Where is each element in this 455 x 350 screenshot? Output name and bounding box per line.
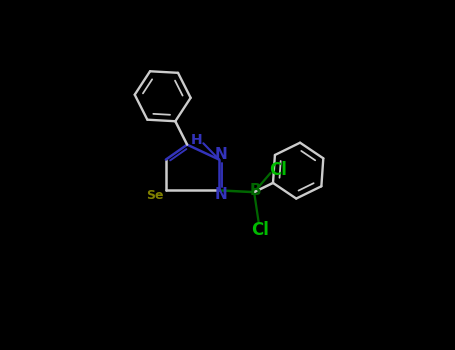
Text: Cl: Cl xyxy=(269,161,287,179)
Text: N: N xyxy=(215,147,228,162)
Text: B: B xyxy=(249,183,261,198)
Text: H: H xyxy=(191,133,203,147)
Text: Cl: Cl xyxy=(251,221,269,239)
Text: N: N xyxy=(215,187,228,202)
Text: Se: Se xyxy=(147,189,164,202)
